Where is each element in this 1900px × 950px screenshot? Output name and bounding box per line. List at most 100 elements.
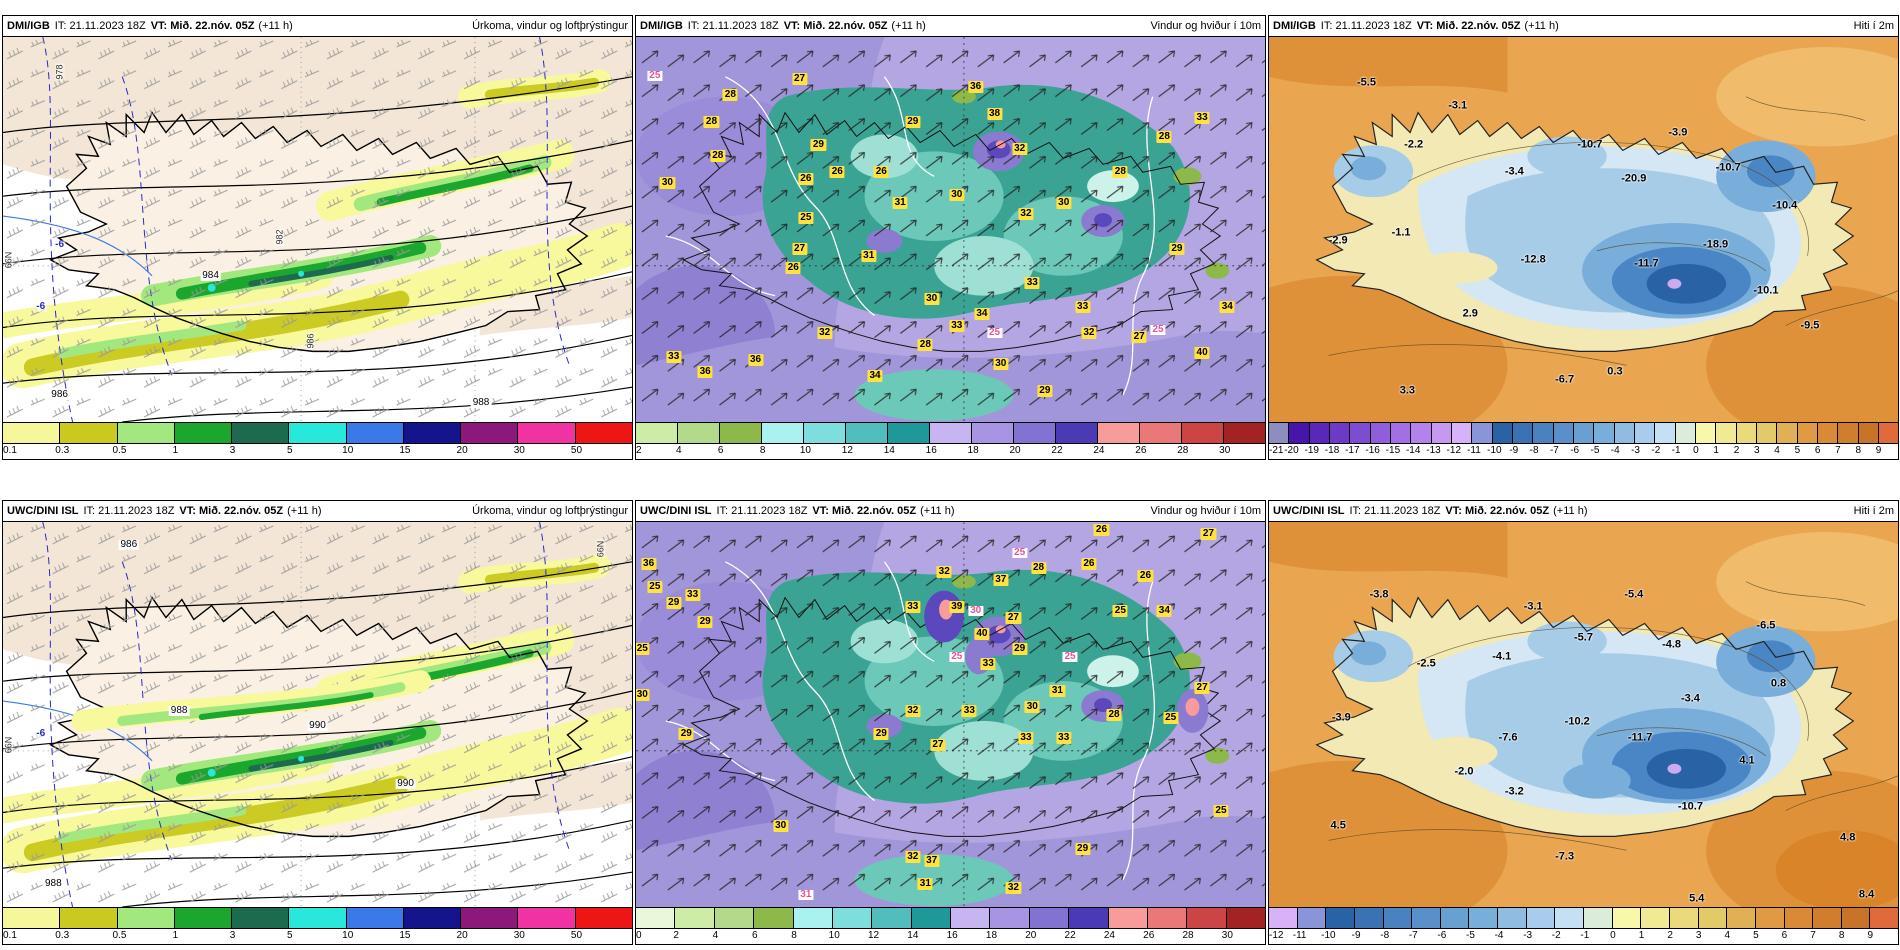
colorbar-tick-label: -21 [1269,445,1284,456]
colorbar-tick-label: 20 [456,445,468,456]
isobar-label: 990 [307,720,328,732]
colorbar-tick-label: 1 [1638,930,1645,941]
colorbar-segments [636,908,1265,929]
colorbar-segment [518,423,576,443]
wind-gust-value-label: 29 [810,138,826,151]
grid-contour-label: 986 [305,332,316,350]
colorbar-tick-label: 30 [513,930,525,941]
colorbar-segment [1736,423,1757,443]
wind-gust-value-label: 30 [968,604,984,616]
colorbar-tick-label: -16 [1365,445,1380,456]
colorbar-segment [1675,423,1696,443]
wind-gust-value-label: 36 [747,354,764,367]
temperature-value-label: -10.7 [1715,161,1741,174]
lead-time: (+11 h) [891,20,926,32]
temperature-value-label: -3.4 [1504,165,1524,178]
colorbar-segment [461,423,519,443]
wind-gust-value-label: 33 [949,319,965,332]
colorbar-segment [1555,908,1585,928]
colorbar-segment [403,423,462,443]
colorbar-segment [3,423,61,443]
colorbar-tick-label: 9 [1867,930,1874,941]
wind-gust-value-label: 31 [917,877,933,890]
wind-gust-value-label: 26 [873,165,889,178]
colorbar-tick-label: 0.5 [112,445,127,456]
colorbar-segment [1289,423,1310,443]
colorbar-tick-label: -5 [1590,445,1600,456]
precip-map: 984 988 986 982 986 978 -6 -6 66N [3,37,632,423]
colorbar-segment [232,908,290,928]
colorbar-tick-label: -11 [1467,445,1481,456]
lead-time: (+11 h) [920,505,955,517]
wind-gust-value-label: 40 [974,627,990,640]
temperature-value-label: -10.2 [1564,715,1590,728]
colorbar-segment [1526,908,1556,928]
isobar-label: 990 [395,777,416,789]
colorbar-segment [1069,908,1109,928]
colorbar-tick-label: 30 [513,445,525,456]
grid-contour-label: 66N [595,539,606,559]
wind-gust-value-label: 33 [1056,731,1072,744]
colorbar-segment [1784,908,1814,928]
colorbar-tick-label: 8 [791,930,797,941]
colorbar-tick-label: 30 [1219,445,1231,456]
colorbar-segment [575,908,632,928]
colorbar-tick-label: -9 [1509,445,1519,456]
init-time: IT: 21.11.2023 18Z [716,505,808,517]
colorbar-segments [3,423,632,444]
colorbar-tick-label: 3 [1754,445,1760,456]
wind-gust-value-label: 33 [961,704,977,717]
colorbar-tick-label: -20 [1284,445,1299,456]
colorbar-tick-label: 0 [1693,445,1699,456]
colorbar-segment [1655,423,1676,443]
colorbar-tick-label: 20 [456,930,468,941]
wind-gust-value-label: 29 [1169,242,1185,255]
panel-header: DMI/IGB IT: 21.11.2023 18Z VT: Mið. 22.n… [636,16,1265,37]
wind-gust-value-label: 27 [791,73,808,86]
colorbar-tick-label: 2 [1667,930,1673,941]
colorbar-tick-label: -12 [1446,445,1462,456]
model-name: UWC/DINI ISL [1273,505,1345,517]
precip-colorbar: 0.1 0.3 0.5 1 3 5 10 15 20 30 50 [3,423,632,459]
colorbar-segment [1108,908,1148,928]
colorbar-segment [3,908,61,928]
wind-gust-value-label: 32 [1005,881,1021,894]
isotherm-label: -6 [35,727,47,739]
colorbar-segment [1858,423,1879,443]
colorbar-tick-label: -4 [1610,445,1620,456]
colorbar-segment [804,423,846,443]
colorbar-tick-label: 0.1 [3,930,17,941]
colorbar-segment [1817,423,1839,443]
colorbar-segment [1553,423,1574,443]
colorbar-segment [1695,423,1717,443]
colorbar-segment [1594,423,1615,443]
wind-gust-value-label: 31 [798,889,814,901]
colorbar-segment [1411,423,1432,443]
wind-gust-value-label: 28 [917,339,933,351]
panel-header: DMI/IGB IT: 21.11.2023 18Z VT: Mið. 22.n… [1269,16,1898,37]
wind-gust-value-label: 37 [924,854,940,867]
temperature-value-label: -20.9 [1621,172,1647,185]
panel-dmi-wind: DMI/IGB IT: 21.11.2023 18Z VT: Mið. 22.n… [635,15,1266,460]
panel-header: UWC/DINI ISL IT: 21.11.2023 18Z VT: Mið.… [3,501,632,522]
colorbar-tick-label: -11 [1292,930,1307,941]
wind-colorbar: 0 2 4 6 8 10 12 14 16 18 20 22 24 26 28 30 [636,908,1265,944]
colorbar-tick-label: -4 [1494,930,1504,941]
wind-gust-value-label: 32 [905,850,921,863]
colorbar-labels: 0 2 4 6 8 10 12 14 16 18 20 22 24 26 28 30 [636,929,1265,944]
colorbar-tick-label: 6 [717,445,724,456]
colorbar-tick-label: 15 [399,445,411,456]
colorbar-tick-label: -18 [1324,445,1340,456]
wind-gust-value-label: 30 [924,292,940,305]
panel-header: UWC/DINI ISL IT: 21.11.2023 18Z VT: Mið.… [1269,501,1898,522]
wind-gust-value-label: 34 [1156,604,1172,617]
colorbar-segment [1498,908,1527,928]
colorbar-segment [60,423,118,443]
colorbar-tick-label: 3 [229,445,236,456]
product-label: Vindur og hviður í 10m [1150,20,1261,32]
colorbar-segment [636,423,678,443]
product-label: Hiti í 2m [1853,505,1894,517]
wind-gust-value-label: 33 [1018,731,1034,744]
colorbar-labels: 0.1 0.3 0.5 1 3 5 10 15 20 30 50 [3,929,632,944]
wind-gust-value-label: 32 [936,566,952,579]
